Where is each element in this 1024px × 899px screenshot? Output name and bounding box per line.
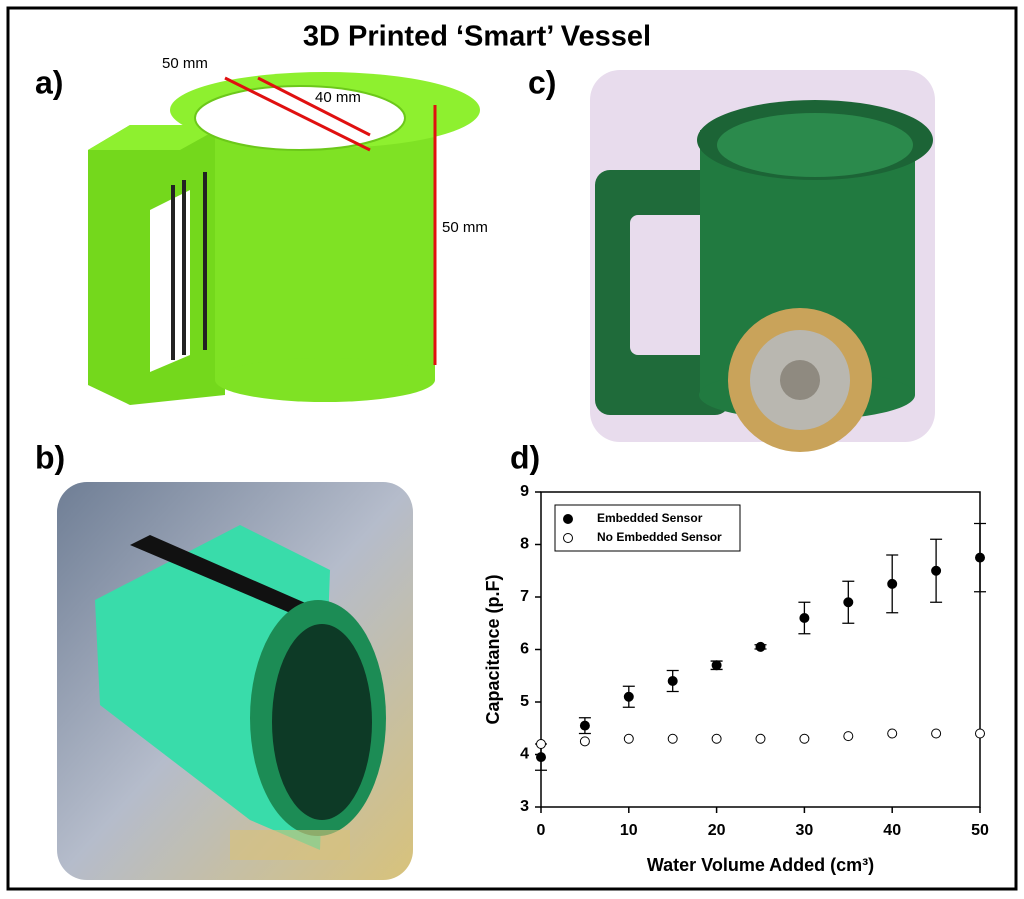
y-tick-label: 5	[520, 693, 529, 710]
dimension-label: 40 mm	[315, 89, 361, 106]
panel-label: a)	[35, 64, 63, 100]
x-tick-label: 30	[796, 822, 814, 839]
legend-label: Embedded Sensor	[597, 511, 703, 525]
data-point	[667, 676, 678, 686]
legend-marker	[563, 533, 573, 543]
chart: 3 4 5 6 7 8 9 0 10 20 30 40 50 Water Volume Added (cm…	[483, 483, 989, 875]
y-tick-label: 8	[520, 536, 529, 553]
data-point	[799, 733, 810, 744]
data-point	[799, 613, 810, 623]
x-tick-label: 40	[883, 822, 901, 839]
data-point	[623, 733, 634, 744]
data-point	[711, 660, 722, 671]
x-axis-label: Water Volume Added (cm³)	[647, 855, 874, 875]
data-point	[755, 733, 766, 744]
data-point	[667, 733, 678, 744]
panel-label: b)	[35, 439, 65, 475]
data-point	[536, 739, 546, 749]
y-tick-label: 4	[520, 746, 529, 763]
y-axis-label: Capacitance (p.F)	[483, 574, 503, 724]
legend-marker	[563, 514, 573, 524]
panel-label: d)	[510, 439, 540, 475]
x-tick-label: 0	[537, 822, 546, 839]
data-point	[711, 733, 722, 744]
data-point	[623, 691, 634, 702]
data-point	[887, 728, 898, 739]
panel-c-photo	[590, 70, 935, 452]
legend-box	[554, 504, 741, 552]
data-point	[931, 728, 942, 739]
x-tick-label: 20	[708, 822, 726, 839]
dimension-label: 50 mm	[162, 55, 208, 72]
dimension-label: 50 mm	[442, 219, 488, 236]
data-point	[843, 731, 854, 742]
x-tick-label: 10	[620, 822, 638, 839]
y-tick-label: 3	[520, 798, 529, 815]
panel-label: c)	[528, 64, 556, 100]
data-point	[975, 552, 985, 563]
y-tick-label: 7	[520, 588, 529, 605]
data-point	[843, 597, 854, 608]
y-tick-label: 6	[520, 641, 529, 658]
data-point	[536, 752, 546, 763]
data-point	[755, 641, 766, 652]
legend-label: No Embedded Sensor	[597, 530, 722, 544]
data-point	[579, 720, 590, 731]
data-point	[931, 565, 942, 576]
data-point	[887, 578, 898, 589]
x-tick-label: 50	[971, 822, 989, 839]
panel-a-model	[88, 72, 480, 405]
y-tick-label: 9	[520, 483, 529, 500]
data-point	[975, 728, 985, 739]
panel-b-photo	[57, 482, 413, 880]
data-point	[579, 736, 590, 747]
figure-title: 3D Printed ‘Smart’ Vessel	[303, 21, 651, 53]
